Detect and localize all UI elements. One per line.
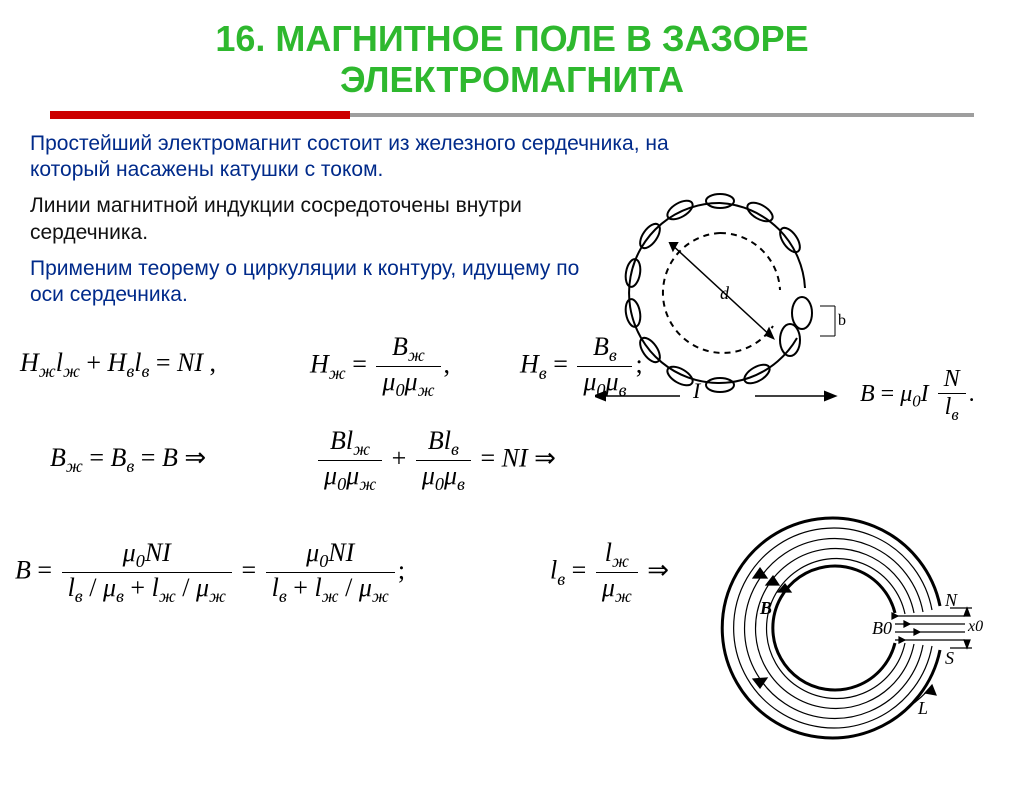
label-d: d bbox=[720, 283, 729, 304]
formula-4: Bж = Bв = B ⇒ bbox=[50, 443, 206, 477]
formula-3: Hв = Bв μ0μв ; bbox=[520, 332, 643, 401]
rule-accent bbox=[50, 111, 350, 119]
page-title: 16. МАГНИТНОЕ ПОЛЕ В ЗАЗОРЕ ЭЛЕКТРОМАГНИ… bbox=[40, 18, 984, 101]
rule-base bbox=[350, 113, 974, 117]
formula-7: lв = lж μж ⇒ bbox=[550, 538, 669, 607]
title-rule bbox=[50, 111, 974, 121]
formula-1: Hжlж + Hвlв = NI , bbox=[20, 348, 216, 382]
para-2: Линии магнитной индукции сосредоточены в… bbox=[30, 193, 570, 246]
formula-5: Blж μ0μж + Blв μ0μв = NI ⇒ bbox=[315, 426, 556, 495]
formula-8: B = μ0I N lв . bbox=[860, 366, 975, 425]
formula-6: B = μ0NI lв / μв + lж / μж = μ0NI lв + l… bbox=[15, 538, 405, 607]
label-L: L bbox=[918, 698, 928, 719]
para-1: Простейший электромагнит состоит из желе… bbox=[30, 131, 730, 184]
formula-area: Hжlж + Hвlв = NI , Hж = Bж μ0μж , Hв = B… bbox=[30, 318, 994, 698]
formula-2: Hж = Bж μ0μж , bbox=[310, 332, 450, 401]
para-3: Применим теорему о циркуляции к контуру,… bbox=[30, 256, 590, 309]
